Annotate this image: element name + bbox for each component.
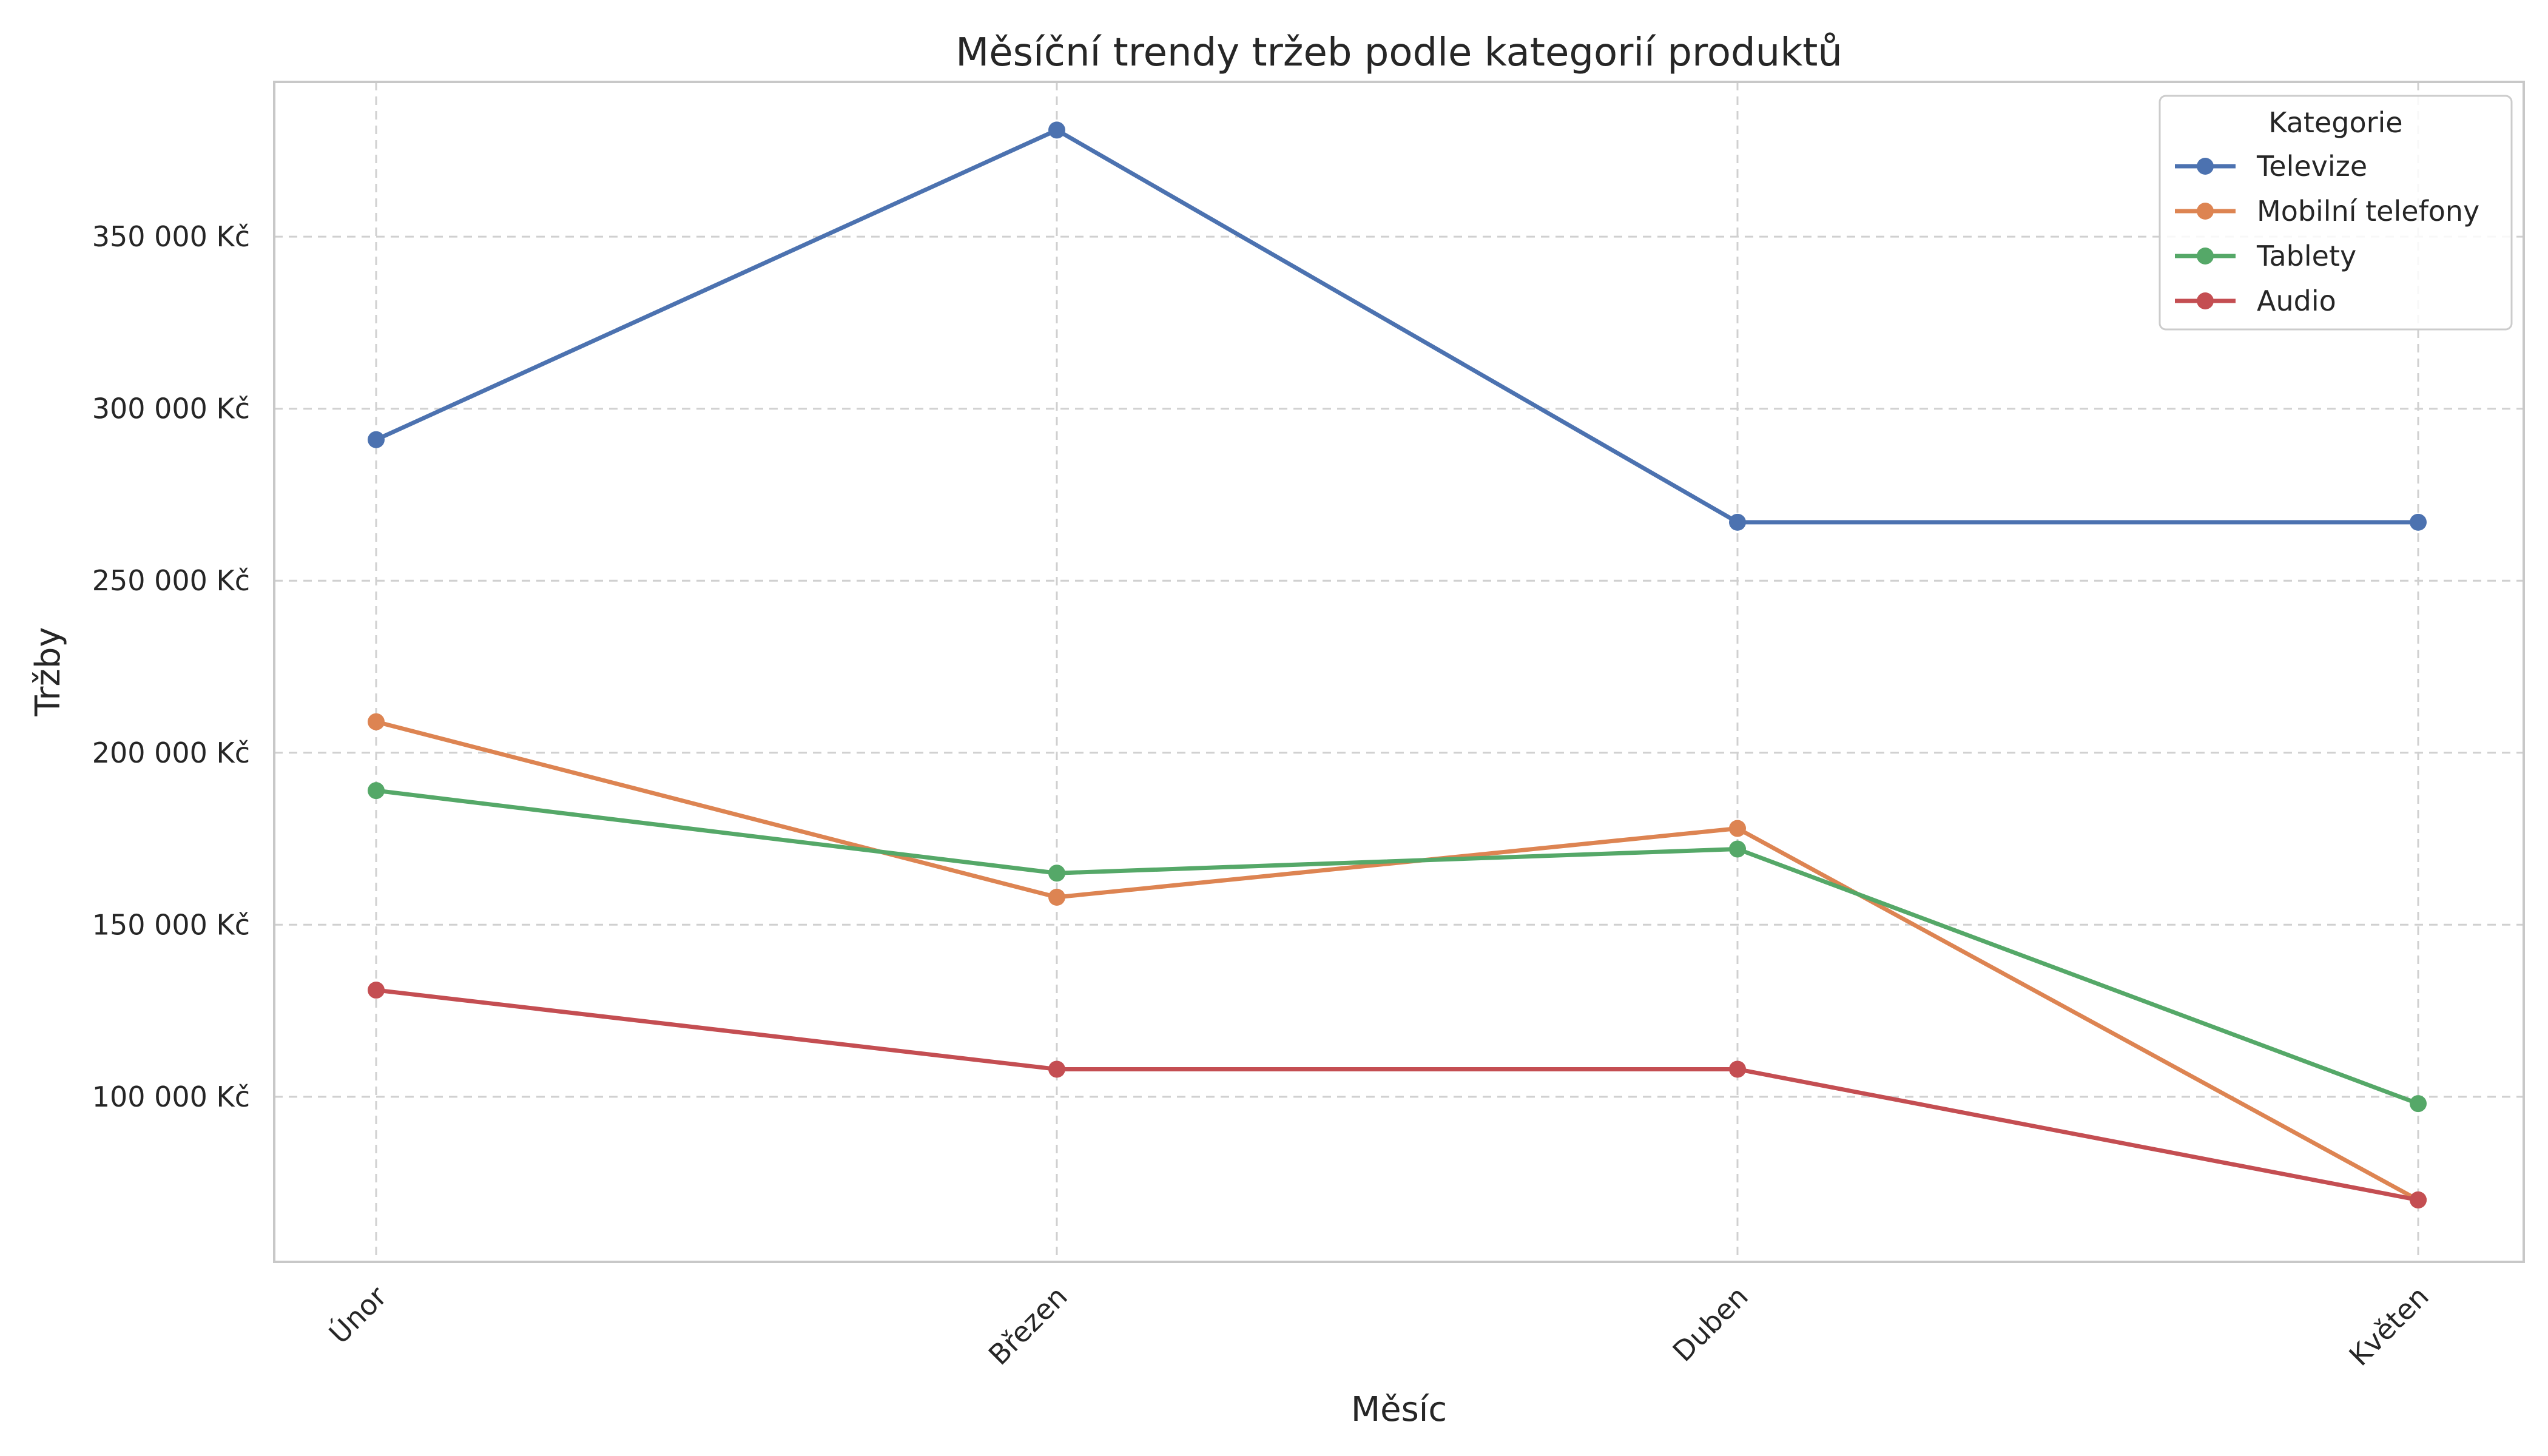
data-point — [1048, 864, 1065, 882]
legend-items: Televize Mobilní telefony Tablety Audio — [2175, 150, 2479, 317]
plot-frame — [273, 81, 2525, 1263]
series-line — [374, 988, 2421, 1202]
data-point — [368, 713, 385, 730]
legend-entry: Mobilní telefony — [2257, 195, 2479, 228]
data-point — [1048, 121, 1065, 139]
series-layer — [368, 121, 2427, 1208]
data-point — [1729, 820, 1746, 837]
legend-entry: Tablety — [2256, 240, 2356, 272]
data-point — [368, 782, 385, 800]
data-point — [1048, 888, 1065, 906]
legend-entry: Televize — [2256, 150, 2367, 183]
y-tick-label: 200 000 Kč — [92, 736, 250, 769]
y-tick-label: 250 000 Kč — [92, 564, 250, 597]
legend-swatch-marker — [2197, 158, 2214, 175]
series-line — [374, 788, 2421, 1106]
data-point — [2410, 1095, 2427, 1113]
legend-swatch-marker — [2197, 203, 2214, 220]
chart-title: Měsíční trendy tržeb podle kategorií pro… — [956, 30, 1842, 75]
y-tick-label: 300 000 Kč — [92, 393, 250, 425]
series-line — [374, 127, 2421, 525]
y-tick-label: 150 000 Kč — [92, 908, 250, 941]
legend-title: Kategorie — [2268, 106, 2402, 139]
legend-box — [2159, 95, 2513, 331]
data-point — [1048, 1060, 1065, 1078]
data-point — [1729, 1060, 1746, 1078]
y-axis-label: Tržby — [29, 627, 68, 716]
data-point — [2410, 513, 2427, 531]
y-tick-label: 350 000 Kč — [92, 220, 250, 253]
data-point — [368, 431, 385, 448]
y-axis-ticks: 100 000 Kč 150 000 Kč 200 000 Kč 250 000 Kč… — [92, 220, 250, 1113]
data-point — [2410, 1191, 2427, 1208]
x-axis-label: Měsíc — [1351, 1390, 1447, 1429]
grid — [274, 82, 2524, 1262]
legend-swatch-marker — [2197, 248, 2214, 265]
legend: Kategorie Televize Mobilní telefony Tablet… — [2159, 95, 2513, 331]
legend-swatch-marker — [2197, 292, 2214, 309]
data-point — [1729, 513, 1746, 531]
y-tick-label: 100 000 Kč — [92, 1080, 250, 1113]
data-point — [368, 982, 385, 999]
data-point — [1729, 840, 1746, 858]
legend-entry: Audio — [2257, 285, 2336, 317]
